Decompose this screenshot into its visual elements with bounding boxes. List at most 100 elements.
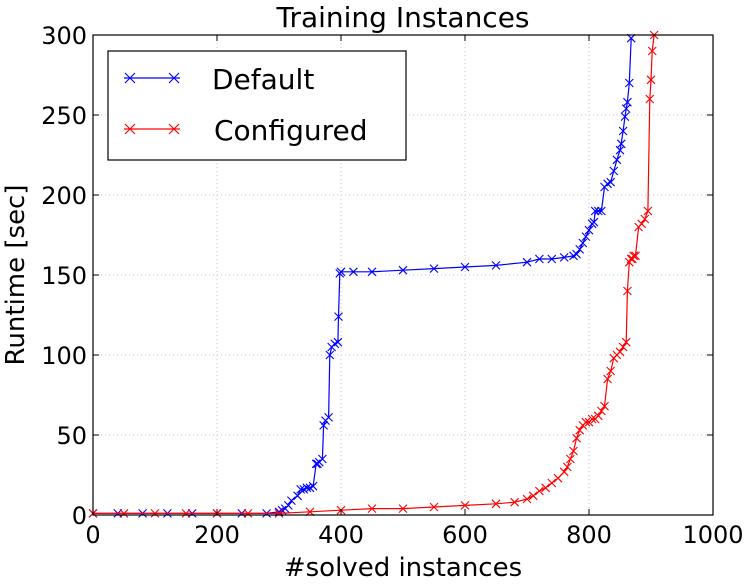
data-point-configured [367,504,377,513]
data-point-configured [575,425,585,435]
legend: Default Configured [107,50,407,161]
data-point-default [609,166,619,176]
data-point-default [616,139,626,149]
x-tick-label: 1000 [682,521,743,549]
data-point-default [429,264,439,273]
data-point-configured [645,94,655,104]
data-point-configured [581,417,591,427]
data-point-default [367,267,377,277]
data-point-default [606,177,616,187]
data-point-default [559,253,569,262]
x-tick-label: 600 [442,521,488,549]
data-point-default [491,261,501,270]
data-point-configured [587,414,597,424]
data-point-configured [150,509,160,518]
data-point-configured [618,342,628,352]
axis-ticks: 0 200 400 600 800 1000 0 50 100 150 200 250 300 [41,22,743,549]
legend-entry-default: Default [124,63,314,96]
data-point-default [597,206,606,216]
data-point-configured [429,502,439,512]
x-tick-label: 200 [194,521,240,549]
data-point-configured [603,374,612,384]
y-tick-label: 200 [41,182,87,210]
data-point-configured [510,497,519,507]
data-point-configured [646,75,656,85]
data-point-default [318,454,327,464]
data-point-default [319,421,329,430]
data-point-default [283,501,293,510]
data-point-configured [547,478,557,488]
data-point-configured [274,509,284,518]
data-point-configured [637,219,647,229]
data-point-default [572,249,581,259]
data-point-default [623,97,632,107]
y-tick-label: 300 [41,22,87,50]
data-point-configured [491,499,501,509]
data-point-default [590,206,600,216]
data-point-default [324,413,333,422]
data-point-default [535,254,544,264]
data-point-configured [569,446,578,456]
series-default [88,33,636,518]
data-point-default [624,78,634,88]
y-tick-label: 100 [41,342,87,370]
y-axis-label: Runtime [sec] [1,185,31,366]
x-tick-label: 400 [318,521,364,549]
legend-marker-default [124,72,136,84]
data-point-default [336,267,346,277]
data-point-default [578,238,588,248]
data-point-default [325,350,335,360]
data-point-configured [398,504,408,513]
data-point-configured [572,433,581,443]
data-point-configured [119,509,129,518]
data-point-default [575,245,585,254]
data-point-configured [600,401,609,411]
data-point-configured [593,411,603,421]
data-point-configured [647,46,657,56]
data-point-default [333,337,343,347]
data-point-default [460,262,470,272]
data-point-configured [181,509,191,518]
data-point-default [308,481,318,491]
y-tick-label: 0 [72,502,87,530]
data-point-default [547,254,557,264]
data-point-configured [559,467,569,477]
data-point-configured [631,251,640,261]
data-point-configured [640,214,650,224]
data-point-configured [562,462,572,472]
data-point-default [603,179,612,189]
data-point-configured [597,406,606,416]
y-tick-label: 150 [41,262,87,290]
legend-markers-configured [124,123,180,135]
x-tick-label: 800 [566,521,612,549]
data-point-default [581,232,591,241]
data-point-default [593,206,603,216]
data-point-configured [615,347,625,357]
data-point-default [330,339,340,349]
data-point-default [618,126,628,136]
data-point-configured [643,206,653,216]
y-tick-label: 50 [56,422,87,450]
y-tick-label: 250 [41,102,87,130]
data-point-configured [606,366,616,376]
legend-label-default: Default [212,63,314,96]
data-point-default [287,496,296,505]
data-point-default [349,267,358,277]
x-tick-label: 0 [85,521,100,549]
data-point-configured [623,286,632,296]
legend-marker-configured [168,123,180,135]
x-axis-label: #solved instances [284,553,522,583]
legend-marker-configured [124,123,136,135]
data-point-configured [566,454,575,464]
data-point-default [522,257,532,267]
data-point-default [612,155,622,165]
data-point-default [334,312,343,321]
data-point-default [398,265,408,275]
data-point-default [589,217,599,227]
data-point-configured [629,251,639,261]
legend-label-configured: Configured [214,114,367,147]
legend-box [107,50,407,161]
data-point-configured [522,494,532,504]
data-point-configured [541,483,550,493]
